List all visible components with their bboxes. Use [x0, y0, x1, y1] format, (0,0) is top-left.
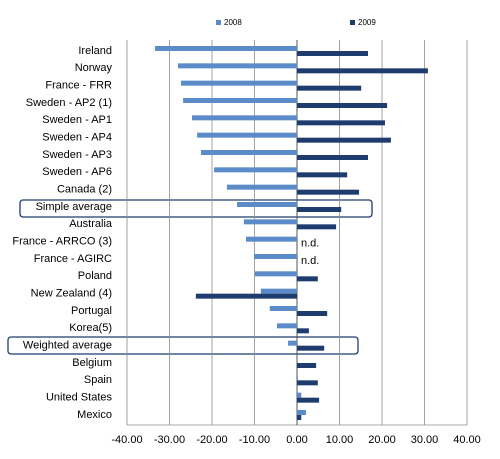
y-tick-label: Weighted average — [23, 340, 112, 352]
bar — [297, 207, 342, 212]
bar — [195, 293, 297, 299]
bar — [260, 288, 297, 294]
bar — [297, 328, 309, 334]
value-label: n.d. — [301, 255, 319, 267]
bar — [297, 137, 391, 143]
bar — [297, 397, 320, 403]
bar — [237, 202, 297, 207]
bar — [269, 306, 297, 311]
x-tick-label: -40.00 — [111, 434, 142, 446]
bar — [297, 311, 328, 316]
bar — [297, 380, 318, 386]
bar — [180, 80, 297, 86]
bar — [297, 276, 318, 282]
highlight-box — [19, 199, 373, 218]
bar — [192, 115, 297, 121]
bar — [200, 150, 297, 155]
y-tick-label: France - AGIRC — [34, 253, 112, 265]
bar — [297, 85, 362, 91]
bar — [214, 167, 297, 173]
bar — [297, 155, 368, 160]
y-tick-label: New Zealand (4) — [31, 288, 112, 300]
x-tick-label: 20.00 — [368, 434, 396, 446]
bar — [297, 375, 298, 381]
bar — [254, 254, 297, 259]
bar — [288, 340, 297, 346]
highlight-box — [7, 336, 359, 355]
x-tick-label: 10.00 — [326, 434, 354, 446]
x-tick-label: 40.00 — [453, 434, 481, 446]
y-tick-label: Mexico — [77, 409, 112, 421]
y-tick-label: United States — [46, 392, 113, 404]
legend-label: 2008 — [224, 18, 242, 27]
y-tick-label: Poland — [78, 270, 112, 282]
bar — [226, 184, 297, 190]
bar — [297, 172, 348, 178]
x-tick-label: 30.00 — [411, 434, 439, 446]
y-tick-label: Korea(5) — [69, 322, 112, 334]
bar — [277, 323, 297, 329]
y-tick-label: Simple average — [36, 201, 112, 213]
bar — [254, 271, 297, 277]
x-tick-label: -30.00 — [154, 434, 185, 446]
bar — [297, 363, 317, 368]
y-tick-label: Sweden - AP2 (1) — [26, 97, 112, 109]
y-tick-label: Ireland — [78, 45, 112, 57]
y-tick-label: Sweden - AP4 — [42, 132, 112, 144]
y-tick-label: Norway — [75, 62, 113, 74]
bar — [297, 410, 306, 415]
bar — [297, 189, 360, 195]
y-tick-label: Canada (2) — [57, 184, 112, 196]
legend-swatch — [216, 20, 221, 25]
bar — [297, 345, 325, 351]
bar — [297, 68, 428, 74]
y-tick-label: Portugal — [71, 305, 112, 317]
bar — [178, 63, 297, 69]
x-tick-label: -10.00 — [239, 434, 270, 446]
y-tick-label: Spain — [84, 374, 112, 386]
y-tick-label: Sweden - AP6 — [42, 166, 112, 178]
value-label: n.d. — [301, 238, 319, 250]
bar — [197, 132, 297, 138]
x-tick-label: 0.00 — [286, 434, 307, 446]
bar — [246, 236, 297, 242]
bar — [243, 219, 297, 225]
y-tick-label: France - ARRCO (3) — [12, 236, 112, 248]
legend-label: 2009 — [358, 18, 376, 27]
y-tick-label: Australia — [69, 218, 113, 230]
bar — [297, 103, 388, 108]
bar — [297, 120, 385, 126]
bar — [297, 51, 368, 56]
bar — [183, 98, 297, 103]
legend-swatch — [350, 20, 355, 25]
x-tick-label: -20.00 — [196, 434, 227, 446]
bar — [297, 392, 302, 398]
bar — [297, 224, 337, 230]
y-tick-label: France - FRR — [45, 80, 112, 92]
y-tick-label: Sweden - AP1 — [42, 114, 112, 126]
y-tick-label: Sweden - AP3 — [42, 149, 112, 161]
bar — [155, 46, 297, 51]
bar — [297, 415, 302, 420]
y-tick-label: Belgium — [72, 357, 112, 369]
